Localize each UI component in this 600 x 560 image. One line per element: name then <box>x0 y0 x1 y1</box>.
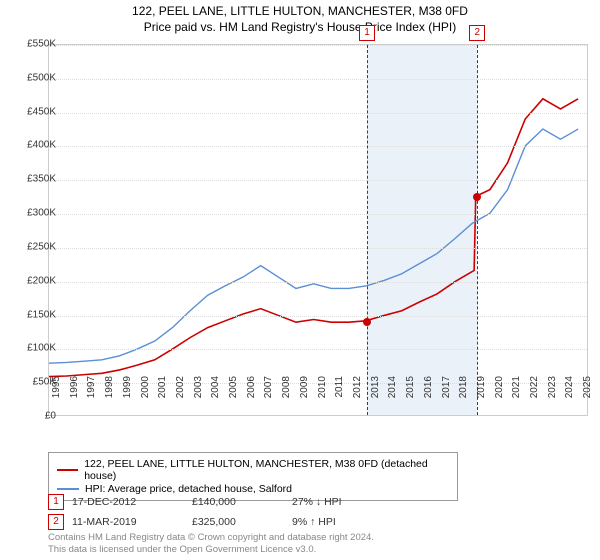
sale-badge: 1 <box>48 494 64 510</box>
x-axis-label: 2013 <box>370 376 381 398</box>
x-axis-label: 2021 <box>511 376 522 398</box>
y-axis-label: £250K <box>12 241 56 252</box>
x-axis-label: 2023 <box>547 376 558 398</box>
x-axis-label: 1997 <box>86 376 97 398</box>
line-layer <box>49 45 587 415</box>
x-axis-label: 2010 <box>317 376 328 398</box>
title-address: 122, PEEL LANE, LITTLE HULTON, MANCHESTE… <box>0 4 600 18</box>
title-subtitle: Price paid vs. HM Land Registry's House … <box>0 20 600 34</box>
footer-attribution: Contains HM Land Registry data © Crown c… <box>48 532 374 556</box>
legend-swatch <box>57 469 78 471</box>
x-axis-label: 1998 <box>104 376 115 398</box>
x-axis-label: 2001 <box>157 376 168 398</box>
x-axis-label: 1996 <box>69 376 80 398</box>
sale-date: 11-MAR-2019 <box>72 516 192 528</box>
gridline-h <box>49 349 587 350</box>
y-axis-label: £150K <box>12 309 56 320</box>
x-axis-label: 2003 <box>193 376 204 398</box>
x-axis-label: 2017 <box>441 376 452 398</box>
legend-swatch <box>57 488 79 490</box>
chart-container: 122, PEEL LANE, LITTLE HULTON, MANCHESTE… <box>0 0 600 560</box>
legend-label: 122, PEEL LANE, LITTLE HULTON, MANCHESTE… <box>84 458 449 482</box>
x-axis-label: 2020 <box>494 376 505 398</box>
y-axis-label: £450K <box>12 106 56 117</box>
y-axis-label: £500K <box>12 72 56 83</box>
chart-area: 12 <box>48 44 588 416</box>
gridline-h <box>49 180 587 181</box>
series-hpi <box>49 129 578 363</box>
y-axis-label: £0 <box>12 411 56 422</box>
x-axis-label: 2004 <box>210 376 221 398</box>
marker-line <box>477 45 478 415</box>
x-axis-label: 2007 <box>263 376 274 398</box>
x-axis-label: 2000 <box>140 376 151 398</box>
sale-point <box>473 193 481 201</box>
gridline-h <box>49 214 587 215</box>
x-axis-label: 2009 <box>299 376 310 398</box>
y-axis-label: £50K <box>12 377 56 388</box>
gridline-h <box>49 79 587 80</box>
sale-badge: 2 <box>48 514 64 530</box>
x-axis-label: 2022 <box>529 376 540 398</box>
x-axis-label: 2025 <box>582 376 593 398</box>
x-axis-label: 2005 <box>228 376 239 398</box>
x-axis-label: 1999 <box>122 376 133 398</box>
x-axis-label: 2008 <box>281 376 292 398</box>
footer-line: This data is licensed under the Open Gov… <box>48 544 374 556</box>
sale-date: 17-DEC-2012 <box>72 496 192 508</box>
sale-price: £140,000 <box>192 496 292 508</box>
sale-table: 1 17-DEC-2012£140,00027% ↓ HPI 2 11-MAR-201… <box>48 494 412 530</box>
x-axis-label: 2018 <box>458 376 469 398</box>
x-axis-label: 2002 <box>175 376 186 398</box>
gridline-h <box>49 146 587 147</box>
y-axis-label: £350K <box>12 174 56 185</box>
legend-row: 122, PEEL LANE, LITTLE HULTON, MANCHESTE… <box>57 458 449 482</box>
sale-price: £325,000 <box>192 516 292 528</box>
series-price_paid <box>49 99 578 377</box>
y-axis-label: £550K <box>12 39 56 50</box>
sale-delta: 9% ↑ HPI <box>292 516 412 528</box>
x-axis-label: 2012 <box>352 376 363 398</box>
y-axis-label: £300K <box>12 208 56 219</box>
footer-line: Contains HM Land Registry data © Crown c… <box>48 532 374 544</box>
sale-point <box>363 318 371 326</box>
gridline-h <box>49 113 587 114</box>
gridline-h <box>49 316 587 317</box>
gridline-h <box>49 282 587 283</box>
gridline-h <box>49 248 587 249</box>
y-axis-label: £100K <box>12 343 56 354</box>
marker-badge: 2 <box>469 25 485 41</box>
x-axis-label: 2006 <box>246 376 257 398</box>
x-axis-label: 2014 <box>387 376 398 398</box>
x-axis-label: 1995 <box>51 376 62 398</box>
y-axis-label: £400K <box>12 140 56 151</box>
titles: 122, PEEL LANE, LITTLE HULTON, MANCHESTE… <box>0 0 600 34</box>
x-axis-label: 2016 <box>423 376 434 398</box>
sale-delta: 27% ↓ HPI <box>292 496 412 508</box>
marker-line <box>367 45 368 415</box>
y-axis-label: £200K <box>12 275 56 286</box>
x-axis-label: 2015 <box>405 376 416 398</box>
x-axis-label: 2019 <box>476 376 487 398</box>
marker-badge: 1 <box>359 25 375 41</box>
plot-region: 12 <box>48 44 588 416</box>
x-axis-label: 2024 <box>564 376 575 398</box>
gridline-h <box>49 45 587 46</box>
x-axis-label: 2011 <box>334 376 345 398</box>
